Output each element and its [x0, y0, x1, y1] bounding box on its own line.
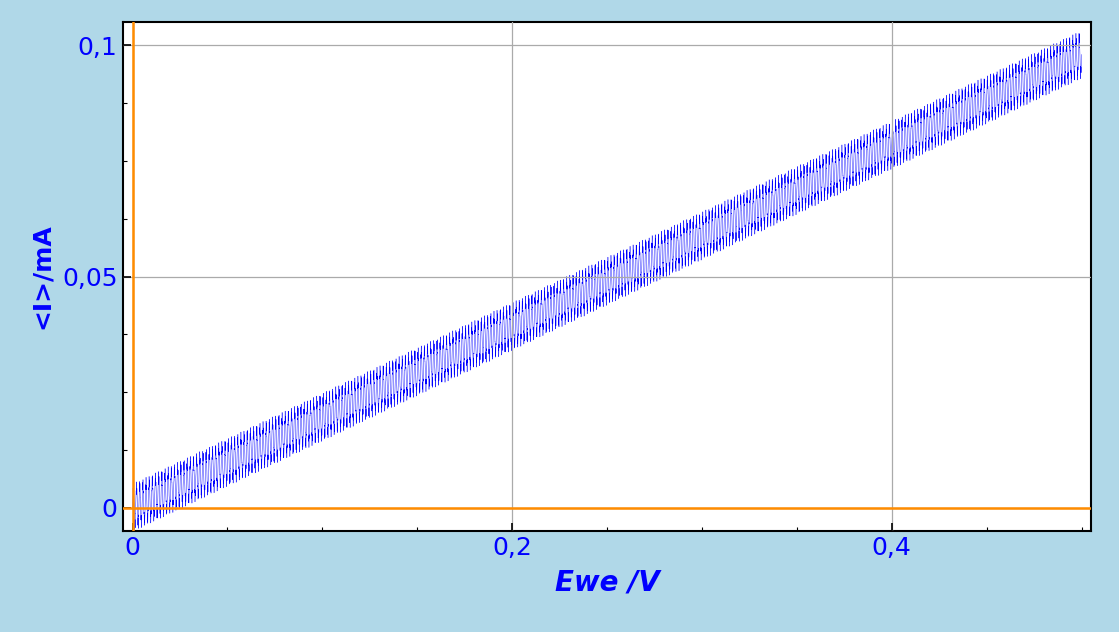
X-axis label: Ewe /V: Ewe /V: [555, 569, 659, 597]
Y-axis label: <I>/mA: <I>/mA: [30, 224, 54, 329]
